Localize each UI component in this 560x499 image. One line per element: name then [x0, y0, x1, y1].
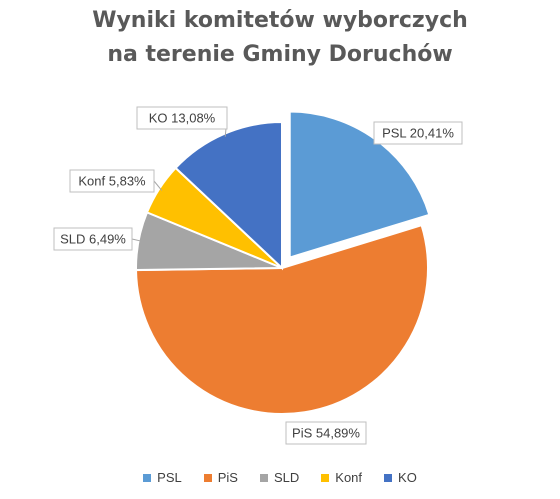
legend-item-pis: PiS [203, 470, 238, 485]
data-label-text-ko: KO 13,08% [149, 111, 216, 126]
data-label-box-psl [373, 121, 463, 145]
data-label-konf: Konf 5,83% [69, 169, 155, 193]
legend-item-ko: KO [384, 470, 417, 485]
legend-swatch-psl [143, 473, 152, 482]
legend-item-psl: PSL [143, 470, 182, 485]
data-label-pis: PiS 54,89% [285, 421, 367, 445]
legend-label-pis: PiS [217, 470, 238, 485]
data-label-box-ko [136, 106, 228, 130]
legend-swatch-ko [384, 473, 393, 482]
legend-swatch-pis [203, 473, 212, 482]
data-label-box-sld [53, 227, 133, 251]
legend-label-psl: PSL [157, 470, 182, 485]
data-label-psl: PSL 20,41% [373, 121, 463, 145]
data-label-sld: SLD 6,49% [53, 227, 133, 251]
pie-slice-ko [174, 120, 283, 271]
chart-title-line-1: Wyniki komitetów wyborczych [92, 8, 468, 33]
legend-label-sld: SLD [273, 470, 300, 485]
data-label-text-pis: PiS 54,89% [292, 426, 360, 441]
data-label-box-konf [69, 169, 155, 193]
chart-title-line-2: na terenie Gminy Doruchów [107, 42, 453, 67]
data-label-text-psl: PSL 20,41% [382, 126, 454, 141]
legend: PSL PiS SLD Konf KO [0, 470, 560, 485]
leader-line-sld [131, 238, 142, 242]
pie-slice-pis [134, 223, 429, 415]
legend-item-konf: Konf [321, 470, 362, 485]
legend-label-ko: KO [398, 470, 417, 485]
legend-swatch-konf [321, 473, 330, 482]
legend-swatch-sld [259, 473, 268, 482]
leader-line-konf [153, 180, 163, 191]
legend-label-konf: Konf [335, 470, 363, 485]
data-label-box-pis [285, 421, 367, 445]
data-label-ko: KO 13,08% [136, 106, 228, 130]
data-label-text-konf: Konf 5,83% [78, 174, 146, 189]
data-label-text-sld: SLD 6,49% [60, 232, 126, 247]
legend-item-sld: SLD [259, 470, 300, 485]
